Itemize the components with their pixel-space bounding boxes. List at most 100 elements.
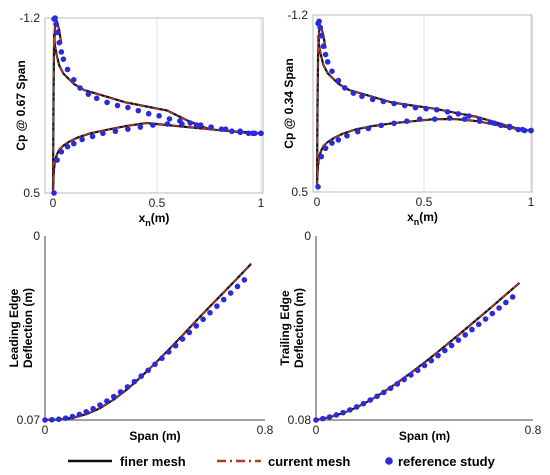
reference-study-marker xyxy=(347,407,353,413)
reference-study-marker xyxy=(207,309,213,316)
reference-study-marker xyxy=(354,128,361,135)
current-mesh-line xyxy=(315,282,520,421)
plot-frame xyxy=(44,17,264,194)
reference-study-marker xyxy=(340,409,346,416)
reference-study-marker xyxy=(489,310,496,317)
reference-study-marker xyxy=(79,136,85,143)
reference-study-marker xyxy=(71,76,77,83)
reference-study-marker xyxy=(322,51,329,58)
reference-study-marker xyxy=(214,303,220,309)
reference-study-marker xyxy=(227,290,234,296)
reference-study-marker xyxy=(145,110,152,117)
reference-study-marker xyxy=(462,332,468,338)
reference-study-marker xyxy=(56,39,63,46)
reference-study-marker xyxy=(401,102,408,109)
reference-study-marker xyxy=(320,43,327,50)
legend-finer-mesh-label: finer mesh xyxy=(120,454,186,469)
reference-study-marker xyxy=(124,384,131,390)
reference-study-marker xyxy=(179,336,186,342)
reference-study-marker xyxy=(461,116,468,122)
reference-study-marker xyxy=(515,126,521,133)
reference-study-marker xyxy=(166,116,173,122)
reference-study-marker xyxy=(412,104,419,111)
reference-study-marker xyxy=(117,389,124,395)
reference-study-marker xyxy=(469,326,475,333)
reference-study-marker xyxy=(51,190,57,196)
x-tick-label: 0.5 xyxy=(416,195,433,209)
reference-study-marker xyxy=(53,21,59,27)
reference-study-marker xyxy=(350,90,357,96)
reference-study-marker xyxy=(315,183,321,190)
x-tick-label: 0.5 xyxy=(149,196,166,210)
reference-study-marker xyxy=(381,389,387,396)
reference-study-marker xyxy=(509,294,516,300)
reference-study-marker xyxy=(428,357,435,364)
x-tick-label: 0.8 xyxy=(525,423,542,437)
reference-study-marker xyxy=(394,381,401,387)
reference-study-marker xyxy=(326,414,333,420)
x-tick-label: 0.8 xyxy=(257,423,274,437)
x-tick-label: 0 xyxy=(314,195,321,209)
legend-reference-study-marker xyxy=(385,457,393,465)
reference-study-marker xyxy=(54,157,60,163)
reference-study-marker xyxy=(335,137,342,143)
reference-study-marker xyxy=(496,305,502,311)
reference-study-marker xyxy=(208,124,214,130)
reference-study-marker xyxy=(318,33,325,39)
reference-study-marker xyxy=(237,128,243,135)
reference-study-marker xyxy=(455,111,462,117)
reference-study-marker xyxy=(391,120,397,127)
reference-study-marker xyxy=(77,85,83,91)
x-axis-label: Span (m) xyxy=(399,429,450,443)
x-tick-label: 0 xyxy=(42,423,49,437)
reference-study-marker xyxy=(491,120,498,127)
legend-reference-study-label: reference study xyxy=(398,454,496,469)
y-axis-label-line: Deflection (m) xyxy=(21,288,35,368)
x-axis-label: Span (m) xyxy=(129,429,180,443)
legend-current-mesh-label: current mesh xyxy=(268,454,350,469)
reference-study-marker xyxy=(97,402,103,408)
reference-study-marker xyxy=(54,29,60,36)
reference-study-marker xyxy=(89,133,96,140)
reference-study-marker xyxy=(71,140,77,147)
reference-study-marker xyxy=(448,342,455,349)
reference-study-marker xyxy=(318,153,325,160)
reference-study-marker xyxy=(42,417,48,423)
reference-study-marker xyxy=(316,18,322,25)
reference-study-marker xyxy=(487,119,494,126)
reference-study-marker xyxy=(249,130,256,137)
reference-study-marker xyxy=(64,143,71,150)
reference-study-marker xyxy=(442,347,448,354)
reference-study-marker xyxy=(414,367,421,374)
reference-study-marker xyxy=(58,49,65,55)
reference-study-marker xyxy=(245,130,252,137)
reference-study-marker xyxy=(329,140,335,146)
reference-study-marker xyxy=(156,112,162,119)
reference-study-marker xyxy=(503,299,509,306)
reference-study-marker xyxy=(60,56,67,62)
reference-study-marker xyxy=(234,283,241,290)
y-tick-label: 0 xyxy=(33,229,40,243)
reference-study-marker xyxy=(446,115,453,121)
reference-study-marker xyxy=(404,118,410,124)
reference-study-marker xyxy=(258,130,264,137)
reference-study-marker xyxy=(187,120,194,126)
reference-study-marker xyxy=(55,416,62,423)
current-mesh-line xyxy=(44,263,252,421)
reference-study-marker xyxy=(164,121,171,127)
y-tick-label: 0.5 xyxy=(23,186,40,200)
reference-study-marker xyxy=(380,98,387,105)
reference-study-marker xyxy=(335,77,342,84)
reference-study-marker xyxy=(220,296,227,303)
reference-study-marker xyxy=(391,100,397,107)
reference-study-marker xyxy=(498,122,504,129)
reference-study-marker xyxy=(125,104,131,111)
reference-study-marker xyxy=(423,105,429,112)
reference-study-marker xyxy=(135,107,142,114)
reference-study-marker xyxy=(150,122,156,128)
reference-study-marker xyxy=(125,126,131,132)
reference-study-marker xyxy=(369,96,376,103)
reference-study-marker xyxy=(159,355,165,362)
